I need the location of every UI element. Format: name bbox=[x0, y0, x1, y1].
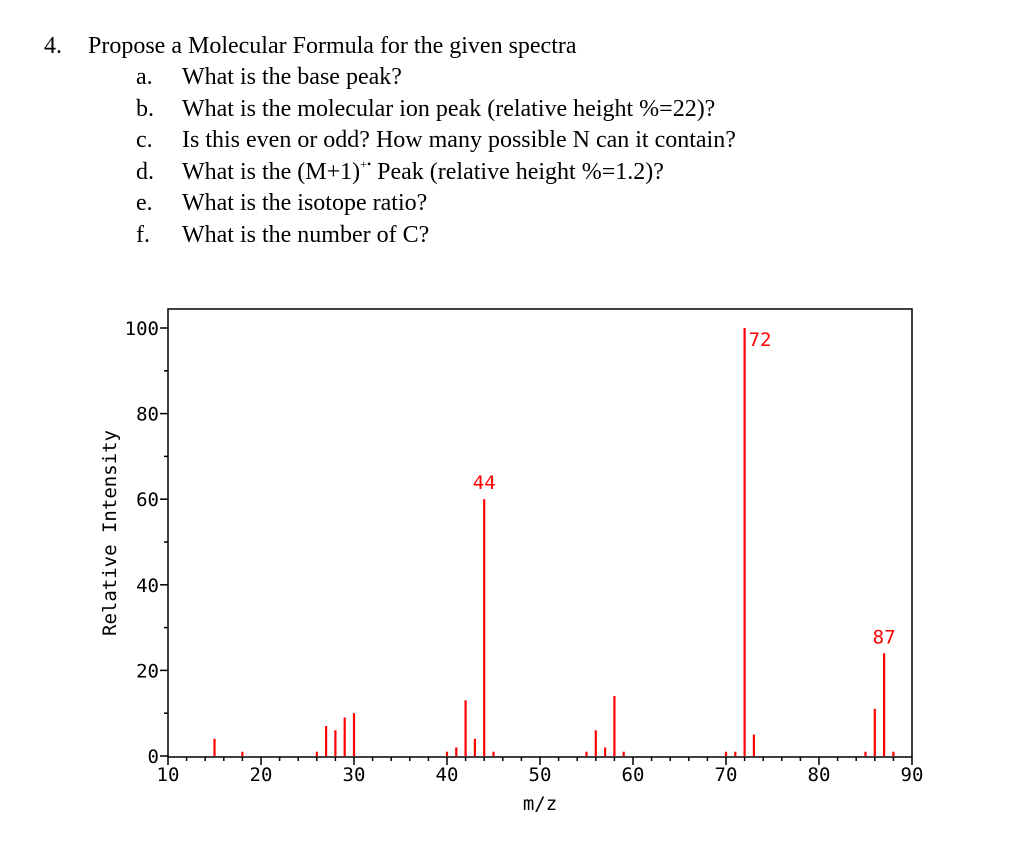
y-tick-label: 80 bbox=[136, 404, 159, 426]
ion-superscript: +• bbox=[360, 156, 372, 171]
y-tick-label: 20 bbox=[136, 660, 159, 682]
item-letter: c. bbox=[136, 127, 153, 153]
question-block: 4. Propose a Molecular Formula for the gi… bbox=[44, 30, 736, 251]
x-axis: 10 20 30 40 50 60 70 80 90 bbox=[157, 757, 924, 786]
item-text: Is this even or odd? How many possible N… bbox=[182, 127, 736, 153]
question-item-e: e. What is the isotope ratio? bbox=[44, 188, 736, 220]
item-letter: a. bbox=[136, 64, 153, 90]
y-tick-label: 40 bbox=[136, 575, 159, 597]
question-item-a: a. What is the base peak? bbox=[44, 62, 736, 94]
x-tick-label: 60 bbox=[622, 764, 645, 786]
peak-series bbox=[213, 328, 895, 756]
y-tick-label: 60 bbox=[136, 489, 159, 511]
plot-frame bbox=[167, 308, 913, 758]
x-tick-label: 50 bbox=[529, 764, 552, 786]
question-item-c: c. Is this even or odd? How many possible… bbox=[44, 125, 736, 157]
x-tick-label: 40 bbox=[436, 764, 459, 786]
item-letter: d. bbox=[136, 158, 154, 185]
peak-label: 87 bbox=[873, 626, 896, 648]
x-tick-label: 80 bbox=[808, 764, 831, 786]
item-text: What is the base peak? bbox=[182, 64, 402, 90]
item-text: What is the isotope ratio? bbox=[182, 190, 428, 216]
item-text-after: Peak (relative height %=1.2)? bbox=[371, 158, 664, 185]
question-title-text: Propose a Molecular Formula for the give… bbox=[88, 33, 577, 59]
x-tick-label: 20 bbox=[250, 764, 273, 786]
x-tick-label: 10 bbox=[157, 764, 180, 786]
y-tick-label: 0 bbox=[148, 746, 159, 768]
item-text: What is the molecular ion peak (relative… bbox=[182, 95, 716, 122]
y-tick-label: 100 bbox=[125, 318, 159, 340]
item-text: What is the number of C? bbox=[182, 221, 430, 248]
question-item-b: b. What is the molecular ion peak (relati… bbox=[44, 94, 736, 126]
item-text-before: What is the (M+1) bbox=[182, 158, 361, 185]
question-number: 4. bbox=[44, 33, 62, 59]
y-axis-label: Relative Intensity bbox=[99, 430, 121, 636]
peak-label: 44 bbox=[473, 472, 496, 494]
item-letter: f. bbox=[136, 221, 150, 248]
question-item-d: d. What is the (M+1)+• Peak (relative hei… bbox=[44, 157, 736, 189]
question-item-f: f. What is the number of C? bbox=[44, 220, 736, 252]
x-tick-label: 70 bbox=[715, 764, 738, 786]
item-letter: b. bbox=[136, 95, 154, 122]
x-tick-label: 90 bbox=[901, 764, 924, 786]
question-title: 4. Propose a Molecular Formula for the gi… bbox=[44, 30, 736, 62]
x-tick-label: 30 bbox=[343, 764, 366, 786]
x-axis-label: m/z bbox=[523, 793, 557, 815]
peak-labels: 44 72 87 bbox=[473, 329, 896, 648]
y-axis: 0 20 40 60 80 100 bbox=[125, 318, 168, 768]
peak-label: 72 bbox=[749, 329, 772, 351]
item-letter: e. bbox=[136, 190, 153, 216]
